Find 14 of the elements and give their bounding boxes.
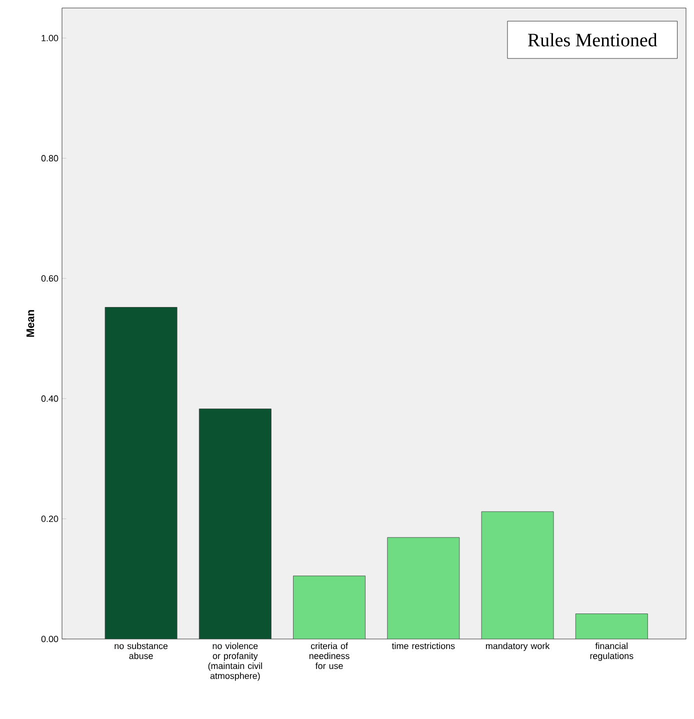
text: Rules Mentioned [528, 33, 658, 46]
x-tick-label: mandatory work [486, 642, 550, 651]
x-tick-label: criteria of neediness for use [309, 642, 350, 670]
x-tick-label: no substance abuse [114, 642, 168, 660]
y-tick-label: 0.60 [41, 275, 58, 282]
y-axis-title: Mean [26, 310, 34, 337]
y-tick-label: 0.20 [41, 516, 58, 522]
x-tick-label: no violence or profanity (maintain civil atmosphere) [208, 642, 262, 681]
y-tick-label: 0.00 [41, 636, 58, 642]
x-tick-label: financial regulations [590, 642, 634, 661]
y-tick-label: 0.40 [41, 395, 58, 402]
x-tick-label: time restrictions [392, 642, 455, 650]
y-tick-label: 1.00 [42, 34, 58, 42]
y-tick-label: 0.80 [41, 155, 58, 162]
